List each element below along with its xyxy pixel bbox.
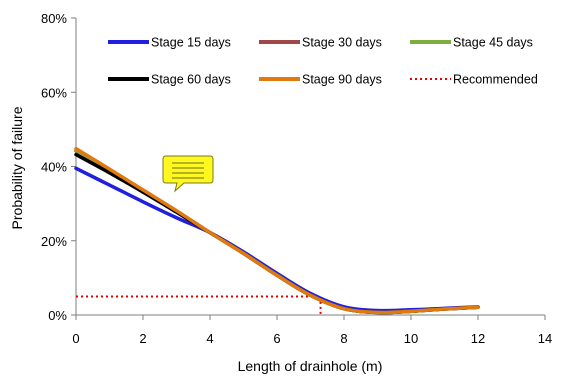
x-tick-label: 8 [340,331,347,346]
series-lines [74,146,480,315]
series-line-4 [74,152,480,315]
series-line-5 [74,146,480,315]
y-tick-label: 60% [41,85,67,100]
y-tick-label: 80% [41,11,67,26]
legend-item: Stage 90 days [259,73,382,87]
legend-label: Stage 30 days [302,36,382,50]
legend-item: Stage 15 days [108,36,231,50]
x-axis-title: Length of drainhole (m) [238,358,383,374]
legend-label: Stage 15 days [151,36,231,50]
legend-item: Stage 30 days [259,36,382,50]
x-tick-label: 10 [404,331,418,346]
axes: 0% 20% 40% 60% 80% 0 2 4 6 8 10 12 14 [41,11,552,346]
y-tick-label: 40% [41,160,67,175]
legend-label: Stage 60 days [151,73,231,87]
recommended-lines [76,295,322,315]
legend: Stage 15 days Stage 30 days Stage 45 days S… [108,36,538,87]
series-line-3 [74,148,480,315]
x-tick-label: 12 [471,331,485,346]
x-tick-label: 6 [273,331,280,346]
legend-label: Stage 90 days [302,73,382,87]
x-tick-label: 4 [206,331,213,346]
y-tick-label: 20% [41,234,67,249]
y-axis-title: Probability of failure [9,106,25,229]
legend-item: Stage 45 days [410,36,533,50]
recommended-line [76,295,322,315]
y-tick-label: 0% [48,308,67,323]
legend-item: Stage 60 days [108,73,231,87]
x-tick-label: 14 [538,331,552,346]
legend-label: Stage 45 days [453,36,533,50]
series-line-2 [74,149,480,315]
x-tick-label: 2 [139,331,146,346]
speech-bubble-icon [162,155,214,193]
legend-item: Recommended [410,73,538,87]
legend-label: Recommended [453,73,538,87]
x-tick-label: 0 [72,331,79,346]
